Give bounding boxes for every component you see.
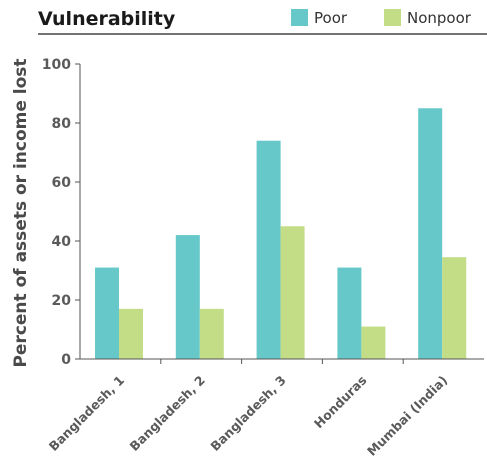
bar-nonpoor-bangladesh-1 [119, 308, 143, 359]
bar-group-bangladesh-3 [256, 140, 305, 359]
y-tick-label: 80 [52, 116, 72, 132]
y-tick-label: 0 [61, 352, 71, 368]
bar-group-bangladesh-1 [95, 267, 143, 359]
x-tick-label: Bangladesh, 2 [127, 373, 208, 454]
y-tick-label: 40 [52, 234, 72, 250]
bar-nonpoor-mumbai-india [442, 257, 467, 359]
y-axis-label: Percent of assets or income lost [11, 58, 31, 367]
bar-group-bangladesh-2 [175, 235, 224, 359]
x-tick-label: Bangladesh, 1 [46, 373, 127, 454]
legend-label: Nonpoor [407, 9, 472, 27]
x-tick-label: Honduras [311, 373, 370, 432]
x-axis: Bangladesh, 1 Bangladesh, 2 Bangladesh, 3 H… [46, 358, 484, 459]
legend-swatch [291, 9, 308, 26]
bar-poor-mumbai-india [418, 108, 443, 359]
y-tick-label: 60 [52, 175, 72, 191]
bar-poor-bangladesh-2 [175, 235, 200, 359]
y-tick-label: 20 [52, 293, 72, 309]
x-tick-label: Bangladesh, 3 [207, 373, 288, 454]
chart-title: Vulnerability [38, 8, 176, 30]
bar-group-honduras [337, 267, 386, 359]
bar-group-mumbai-india [418, 108, 467, 359]
y-tick-label: 100 [42, 57, 71, 73]
legend-item-nonpoor: Nonpoor [384, 9, 472, 27]
legend-item-poor: Poor [291, 9, 348, 27]
bar-poor-honduras [337, 267, 362, 359]
bar-nonpoor-bangladesh-2 [199, 308, 224, 359]
bars [95, 108, 467, 359]
bar-nonpoor-bangladesh-3 [280, 226, 305, 359]
y-axis: 0 20 40 60 80 100 [42, 57, 81, 368]
legend: Poor Nonpoor [291, 9, 472, 27]
legend-label: Poor [314, 9, 348, 27]
bar-nonpoor-honduras [361, 326, 386, 359]
bar-poor-bangladesh-3 [256, 140, 281, 359]
x-tick-label: Mumbai (India) [364, 373, 450, 459]
legend-swatch [384, 9, 401, 26]
bar-poor-bangladesh-1 [95, 267, 119, 359]
